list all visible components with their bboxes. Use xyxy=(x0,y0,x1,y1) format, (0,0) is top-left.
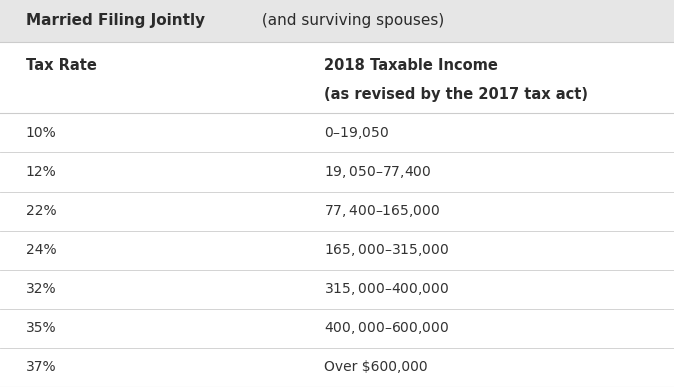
Text: $315,000 – $400,000: $315,000 – $400,000 xyxy=(324,281,449,297)
Text: 32%: 32% xyxy=(26,282,56,296)
Text: (as revised by the 2017 tax act): (as revised by the 2017 tax act) xyxy=(324,87,588,101)
Text: 24%: 24% xyxy=(26,243,56,257)
Text: $0 – $19,050: $0 – $19,050 xyxy=(324,125,389,141)
Text: 22%: 22% xyxy=(26,204,56,218)
Text: (and surviving spouses): (and surviving spouses) xyxy=(257,14,444,28)
Text: Married Filing Jointly: Married Filing Jointly xyxy=(26,14,205,28)
Text: 2018 Taxable Income: 2018 Taxable Income xyxy=(324,58,497,72)
Text: $19,050 – $77,400: $19,050 – $77,400 xyxy=(324,164,431,180)
Text: 10%: 10% xyxy=(26,126,57,140)
Text: $400,000 – $600,000: $400,000 – $600,000 xyxy=(324,320,449,336)
Text: 35%: 35% xyxy=(26,321,56,336)
Text: 12%: 12% xyxy=(26,165,57,179)
Bar xyxy=(0,0,674,42)
Text: $77,400 – $165,000: $77,400 – $165,000 xyxy=(324,203,440,219)
Text: Tax Rate: Tax Rate xyxy=(26,58,96,72)
Text: Over $600,000: Over $600,000 xyxy=(324,360,427,375)
Text: $165,000 – $315,000: $165,000 – $315,000 xyxy=(324,242,449,258)
Text: 37%: 37% xyxy=(26,360,56,375)
